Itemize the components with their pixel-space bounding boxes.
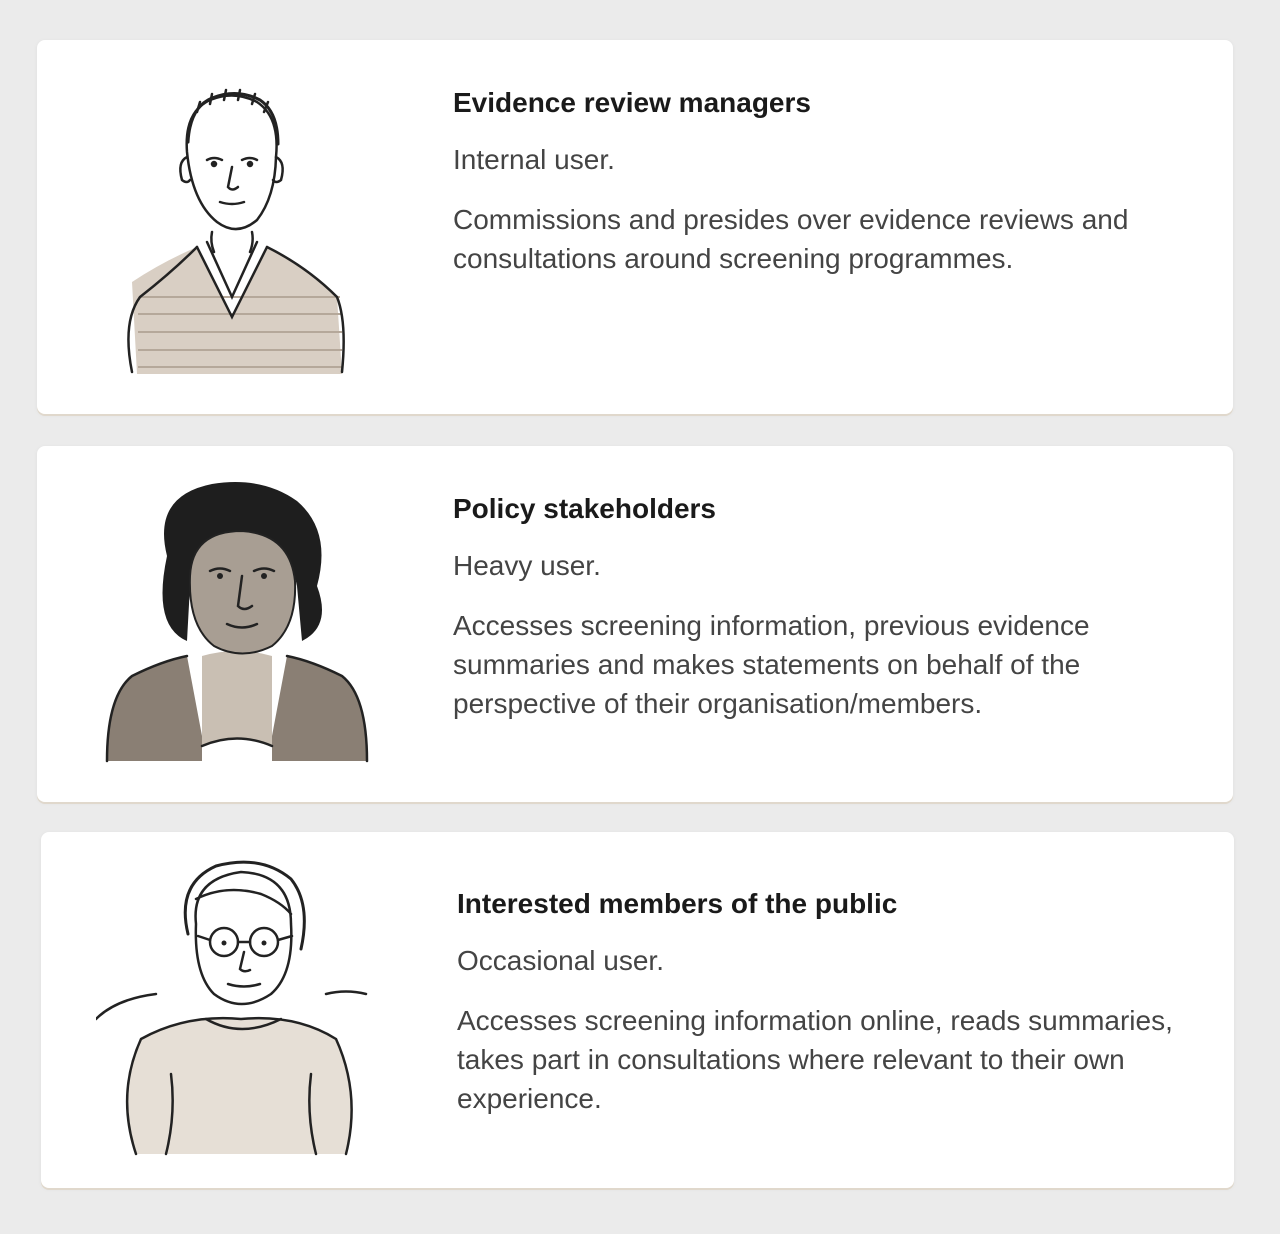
- persona-text: Policy stakeholders Heavy user. Accesses…: [453, 492, 1193, 723]
- persona-text: Interested members of the public Occasio…: [457, 887, 1194, 1118]
- persona-role: Occasional user.: [457, 945, 664, 976]
- persona-card-interested-members-of-the-public: Interested members of the public Occasio…: [41, 832, 1234, 1188]
- man-sketch-illustration: [127, 88, 345, 374]
- persona-title: Evidence review managers: [453, 87, 811, 118]
- woman-sketch-illustration: [105, 482, 369, 763]
- persona-card-evidence-review-managers: Evidence review managers Internal user. …: [37, 40, 1233, 414]
- persona-description: Accesses screening information online, r…: [457, 1005, 1173, 1114]
- persona-description: Accesses screening information, previous…: [453, 610, 1090, 719]
- persona-role: Heavy user.: [453, 550, 601, 581]
- persona-title: Policy stakeholders: [453, 493, 717, 524]
- older-woman-sketch-illustration: [96, 860, 368, 1156]
- persona-title: Interested members of the public: [457, 888, 898, 919]
- persona-role: Internal user.: [453, 144, 615, 175]
- persona-text: Evidence review managers Internal user. …: [453, 86, 1193, 278]
- persona-card-policy-stakeholders: Policy stakeholders Heavy user. Accesses…: [37, 446, 1233, 802]
- persona-description: Commissions and presides over evidence r…: [453, 204, 1129, 274]
